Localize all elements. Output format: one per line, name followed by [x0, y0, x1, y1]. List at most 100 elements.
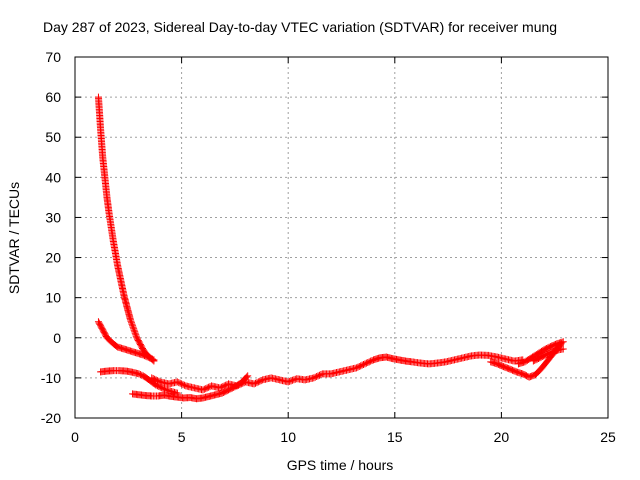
data-point-marker: [256, 377, 264, 385]
x-axis-label: GPS time / hours: [287, 457, 394, 473]
data-point-marker: [126, 316, 134, 324]
data-point-marker: [354, 363, 362, 371]
series-arc-midday: [148, 351, 527, 394]
data-point-marker: [253, 379, 261, 387]
data-point-marker: [252, 379, 260, 387]
data-point-marker: [317, 371, 325, 379]
data-point-marker: [151, 375, 159, 383]
data-point-marker: [310, 374, 318, 382]
x-tick-label: 25: [600, 429, 616, 445]
series-arc-minus-eight: [97, 367, 181, 397]
data-point-marker: [129, 322, 137, 330]
data-point-marker: [222, 381, 230, 389]
data-point-marker: [135, 370, 143, 378]
data-point-marker: [132, 331, 140, 339]
series-arc-descending: [94, 93, 158, 365]
data-point-marker: [129, 323, 137, 331]
data-point-marker: [127, 319, 135, 327]
data-point-marker: [360, 361, 368, 369]
y-tick-label: 40: [45, 169, 61, 185]
data-point-marker: [364, 359, 372, 367]
data-point-marker: [361, 360, 369, 368]
y-tick-label: -10: [41, 370, 61, 386]
data-point-marker: [152, 376, 160, 384]
y-tick-label: 50: [45, 129, 61, 145]
data-point-marker: [203, 384, 211, 392]
data-point-marker: [199, 386, 207, 394]
data-point-marker: [148, 374, 156, 382]
y-tick-label: 60: [45, 89, 61, 105]
y-tick-label: 0: [53, 330, 61, 346]
data-point-marker: [216, 384, 224, 392]
y-tick-label: 20: [45, 250, 61, 266]
data-point-marker: [358, 361, 366, 369]
x-tick-label: 15: [387, 429, 403, 445]
data-point-marker: [161, 385, 169, 393]
data-point-marker: [179, 381, 187, 389]
data-point-marker: [314, 372, 322, 380]
y-axis-label: SDTVAR / TECUs: [6, 182, 22, 294]
data-point-marker: [217, 383, 225, 391]
data-point-marker: [313, 373, 321, 381]
axis-ticks: [74, 56, 609, 419]
grid-lines: [75, 57, 608, 418]
series-arc-evening-late: [529, 345, 567, 365]
data-point-marker: [159, 384, 167, 392]
data-point-marker: [130, 326, 138, 334]
data-point-marker: [127, 317, 135, 325]
data-point-marker: [131, 329, 139, 337]
data-point-marker: [352, 364, 360, 372]
data-point-marker: [128, 320, 136, 328]
y-tick-label: 70: [45, 49, 61, 65]
data-point-marker: [150, 356, 158, 364]
x-tick-label: 20: [494, 429, 510, 445]
tick-labels: 0 5 10 15 20 25 -20 -10 0 10 20 30 40 50 60 70: [41, 49, 616, 445]
data-point-marker: [365, 358, 373, 366]
data-point-marker: [311, 373, 319, 381]
data-point-marker: [286, 377, 294, 385]
data-points: [94, 93, 567, 403]
data-point-marker: [355, 363, 363, 371]
y-tick-label: 10: [45, 290, 61, 306]
y-tick-label: -20: [41, 410, 61, 426]
data-point-marker: [234, 381, 242, 389]
x-tick-label: 5: [178, 429, 186, 445]
data-point-marker: [284, 378, 292, 386]
data-point-marker: [132, 332, 140, 340]
data-point-marker: [173, 378, 181, 386]
data-point-marker: [288, 376, 296, 384]
data-point-marker: [131, 328, 139, 336]
x-tick-label: 0: [71, 429, 79, 445]
data-point-marker: [149, 375, 157, 383]
data-point-marker: [357, 362, 365, 370]
data-point-marker: [367, 357, 375, 365]
data-point-marker: [362, 359, 370, 367]
data-point-marker: [254, 378, 262, 386]
data-point-marker: [257, 377, 265, 385]
series-arc-low-start: [94, 318, 158, 364]
y-tick-label: 30: [45, 209, 61, 225]
data-point-marker: [130, 325, 138, 333]
data-point-marker: [176, 379, 184, 387]
data-point-marker: [136, 371, 144, 379]
data-point-marker: [202, 385, 210, 393]
data-point-marker: [239, 379, 247, 387]
data-point-marker: [205, 383, 213, 391]
data-point-marker: [559, 345, 567, 353]
data-point-marker: [180, 381, 188, 389]
data-point-marker: [155, 377, 163, 385]
data-point-marker: [236, 381, 244, 389]
data-point-marker: [244, 372, 252, 380]
chart-title: Day 287 of 2023, Sidereal Day-to-day VTE…: [43, 19, 557, 35]
data-point-marker: [200, 385, 208, 393]
data-point-marker: [147, 355, 155, 363]
data-point-marker: [290, 376, 298, 384]
data-point-marker: [233, 382, 241, 390]
data-point-marker: [250, 380, 258, 388]
data-point-marker: [148, 355, 156, 363]
data-point-marker: [219, 383, 227, 391]
x-tick-label: 10: [280, 429, 296, 445]
data-point-marker: [175, 379, 183, 387]
data-point-marker: [220, 382, 228, 390]
